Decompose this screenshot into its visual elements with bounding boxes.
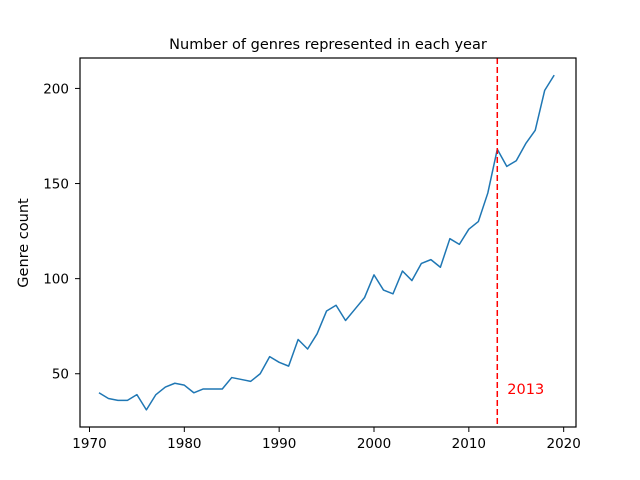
data-point — [296, 338, 300, 342]
annotation-label: 2013 — [507, 382, 544, 398]
data-point — [391, 292, 395, 296]
data-point — [486, 191, 490, 195]
data-point — [429, 258, 433, 262]
data-point — [173, 381, 177, 385]
data-point — [467, 227, 471, 231]
data-point — [154, 393, 158, 397]
data-point — [192, 391, 196, 395]
data-point — [287, 364, 291, 368]
data-point — [363, 296, 367, 300]
data-point — [239, 377, 243, 381]
data-point — [353, 307, 357, 311]
data-point — [230, 376, 234, 380]
data-point — [419, 261, 423, 265]
data-point — [552, 73, 556, 77]
data-point — [220, 387, 224, 391]
y-axis: 50 100 150 200 — [43, 81, 80, 383]
data-point — [116, 398, 120, 402]
x-tick-label: 1990 — [262, 436, 296, 452]
x-tick-label: 2020 — [546, 436, 580, 452]
data-point — [125, 398, 129, 402]
x-axis: 1970 1980 1990 2000 2010 2020 — [72, 427, 581, 452]
series-line-0 — [98, 74, 555, 411]
y-axis-label: Genre count — [16, 198, 32, 288]
data-point — [381, 288, 385, 292]
y-tick-label: 50 — [52, 367, 69, 383]
y-tick-label: 200 — [43, 81, 69, 97]
data-point — [524, 142, 528, 146]
data-point — [268, 355, 272, 359]
data-point — [438, 265, 442, 269]
data-point — [97, 391, 101, 395]
y-tick-label: 100 — [43, 272, 69, 288]
data-point — [334, 303, 338, 307]
data-point — [372, 273, 376, 277]
data-point — [543, 88, 547, 92]
data-point — [457, 242, 461, 246]
x-tick-label: 2000 — [357, 436, 391, 452]
data-point — [277, 360, 281, 364]
data-point — [410, 279, 414, 283]
data-point — [144, 408, 148, 412]
data-point — [163, 385, 167, 389]
plot-area: 2013 — [97, 58, 556, 427]
data-point — [182, 383, 186, 387]
data-point — [211, 387, 215, 391]
data-point — [325, 309, 329, 313]
plot-frame — [79, 57, 577, 428]
data-point — [344, 318, 348, 322]
x-tick-label: 1980 — [167, 436, 201, 452]
data-point — [135, 393, 139, 397]
data-point — [476, 220, 480, 224]
data-point — [258, 372, 262, 376]
data-point — [201, 387, 205, 391]
x-tick-label: 2010 — [452, 436, 486, 452]
data-point — [315, 332, 319, 336]
y-tick-label: 150 — [43, 177, 69, 193]
data-point — [249, 379, 253, 383]
data-point — [306, 347, 310, 351]
data-point — [514, 159, 518, 163]
data-point — [448, 237, 452, 241]
data-point — [106, 396, 110, 400]
data-point — [533, 128, 537, 132]
chart-title: Number of genres represented in each yea… — [169, 37, 487, 53]
data-point — [400, 269, 404, 273]
x-tick-label: 1970 — [72, 436, 106, 452]
data-point — [505, 164, 509, 168]
